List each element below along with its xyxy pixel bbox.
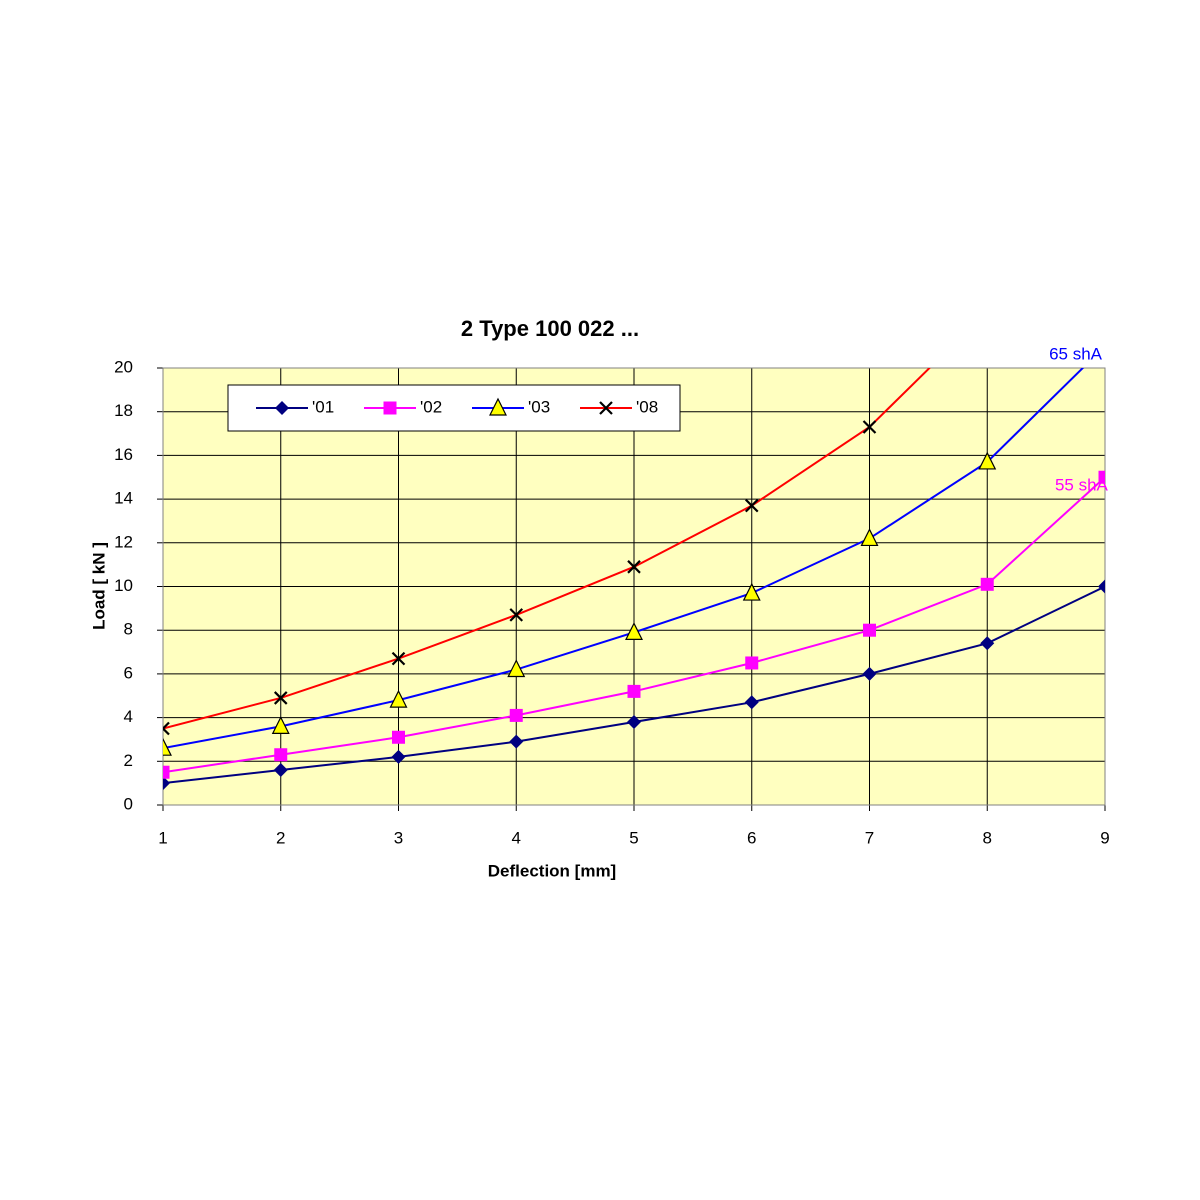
marker [391, 749, 406, 764]
y-tick-label: 2 [124, 751, 133, 770]
y-tick-label: 8 [124, 620, 133, 639]
x-tick-label: 5 [629, 828, 638, 847]
y-tick-label: 16 [114, 445, 133, 464]
x-tick-label: 9 [1100, 828, 1109, 847]
marker [392, 730, 405, 744]
marker [1098, 579, 1105, 594]
marker [980, 636, 995, 651]
marker [980, 577, 994, 591]
annotation: 65 shA [1049, 344, 1103, 363]
marker [860, 528, 879, 547]
marker [274, 748, 288, 762]
x-tick-label: 1 [158, 828, 167, 847]
marker [273, 763, 288, 778]
marker [509, 708, 523, 722]
x-axis-label: Deflection [mm] [488, 861, 616, 880]
marker [1098, 470, 1105, 484]
legend-label: '03 [528, 397, 550, 416]
x-tick-label: 8 [983, 828, 992, 847]
x-tick-label: 2 [276, 828, 285, 847]
marker [625, 622, 643, 640]
x-tick-label: 4 [512, 828, 521, 847]
marker [744, 695, 759, 710]
legend-label: '01 [312, 397, 334, 416]
marker [862, 420, 877, 434]
y-tick-label: 0 [124, 794, 133, 813]
marker [163, 776, 170, 791]
marker [489, 397, 507, 416]
annotation: 55 shA [1055, 475, 1109, 494]
legend-label: '08 [636, 397, 658, 416]
marker [742, 582, 761, 601]
marker [509, 734, 524, 749]
marker [863, 623, 876, 637]
marker [509, 608, 524, 622]
marker [627, 714, 641, 729]
marker [163, 765, 170, 779]
x-tick-label: 3 [394, 828, 403, 847]
marker [507, 659, 526, 678]
y-tick-label: 10 [114, 576, 133, 595]
marker [271, 715, 290, 734]
y-axis-label: Load [ kN ] [89, 542, 108, 630]
marker [627, 684, 641, 698]
marker [981, 305, 993, 317]
marker [275, 401, 289, 415]
series-line [163, 368, 931, 730]
marker [383, 401, 397, 415]
plot-content [163, 305, 1105, 791]
y-tick-label: 12 [114, 532, 133, 551]
legend-label: '02 [420, 397, 442, 416]
x-tick-label: 7 [865, 828, 874, 847]
marker [744, 498, 759, 513]
y-tick-label: 20 [114, 357, 133, 376]
marker [745, 656, 759, 670]
marker [599, 401, 613, 415]
marker [978, 451, 997, 470]
y-tick-label: 6 [124, 663, 133, 682]
y-tick-label: 14 [114, 489, 133, 508]
x-tick-label: 6 [747, 828, 756, 847]
marker [627, 560, 641, 574]
marker [862, 666, 877, 681]
marker [163, 737, 172, 756]
marker [391, 651, 406, 666]
marker [163, 721, 170, 736]
marker [273, 691, 288, 705]
marker [389, 689, 408, 708]
y-tick-label: 18 [114, 401, 133, 420]
y-tick-label: 4 [124, 707, 133, 726]
chart-title: 2 Type 100 022 ... [461, 316, 639, 341]
